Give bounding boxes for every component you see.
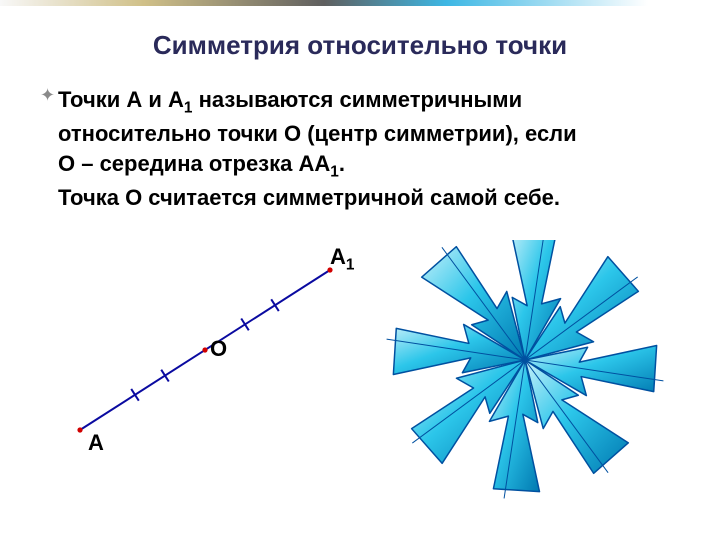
decorative-stripe <box>0 0 720 6</box>
body-paragraph: Точки А и А 1 называются симметричными от… <box>58 85 680 213</box>
text-line1a: Точки А и А <box>58 87 184 112</box>
label-a: А <box>88 430 104 456</box>
windmill-figure <box>387 240 664 498</box>
diagram-area: А1 О А <box>40 240 680 520</box>
text-line3a: О – середина отрезка АА <box>58 151 330 176</box>
diagram-svg <box>40 240 680 520</box>
sub-2: 1 <box>330 163 339 180</box>
line-segment-aa1 <box>77 267 332 432</box>
label-a1: А1 <box>330 244 354 274</box>
text-line3b: . <box>339 151 345 176</box>
label-a1-sub: 1 <box>346 256 355 273</box>
label-o: О <box>210 336 227 362</box>
slide-title: Симметрия относительно точки <box>0 30 720 61</box>
text-line1b: называются симметричными <box>192 87 522 112</box>
text-line2: относительно точки О (центр симметрии), … <box>58 121 577 146</box>
text-line4: Точка О считается симметричной самой себ… <box>58 185 560 210</box>
label-a1-base: А <box>330 244 346 269</box>
